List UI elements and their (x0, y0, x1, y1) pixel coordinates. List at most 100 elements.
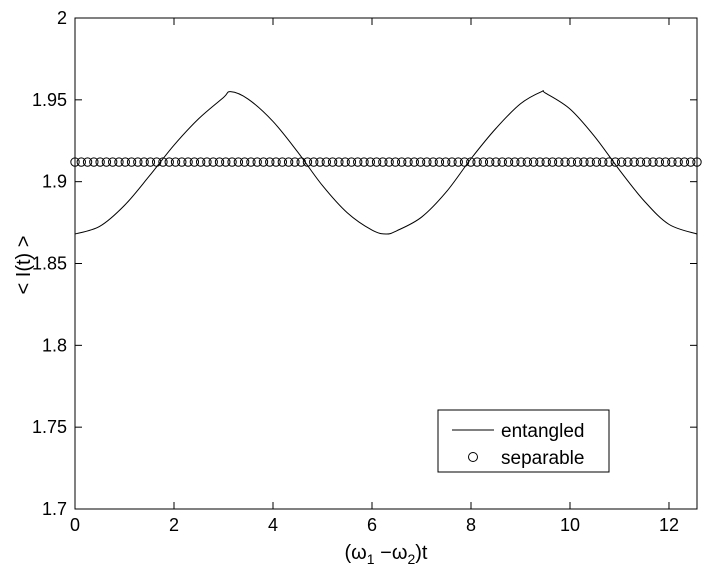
separable-point (572, 157, 583, 167)
separable-point (692, 157, 702, 167)
separable-point (158, 157, 168, 167)
separable-point (598, 157, 608, 167)
x-axis-label: (ω1 −ω2)t (345, 542, 428, 567)
separable-point (547, 157, 558, 167)
separable-point (522, 157, 533, 167)
separable-point (265, 157, 275, 167)
separable-point (560, 157, 570, 167)
separable-point (252, 157, 262, 167)
separable-point (516, 157, 526, 167)
separable-point (133, 157, 143, 167)
separable-point (440, 157, 451, 167)
separable-point (566, 157, 577, 167)
separable-point (327, 157, 338, 167)
separable-point (459, 157, 470, 167)
separable-point (635, 157, 646, 167)
legend-separable-marker (468, 452, 478, 462)
separable-point (214, 157, 225, 167)
separable-point (309, 157, 319, 167)
x-tick-label: 0 (70, 515, 80, 535)
separable-point (629, 157, 639, 167)
legend-box (437, 409, 610, 473)
x-tick-label: 12 (659, 515, 679, 535)
y-tick-label: 1.75 (32, 417, 67, 437)
separable-point (434, 157, 445, 167)
separable-point (384, 157, 394, 167)
separable-point (233, 157, 244, 167)
separable-point (554, 157, 564, 167)
y-tick-label: 1.9 (42, 172, 67, 192)
separable-point (208, 157, 218, 167)
separable-point (177, 157, 187, 167)
y-axis-label: < I(t) > (13, 236, 35, 295)
separable-point (108, 157, 118, 167)
separable-point (390, 157, 401, 167)
separable-point (660, 157, 671, 167)
separable-point (258, 157, 269, 167)
separable-point (334, 157, 344, 167)
separable-point (283, 157, 294, 167)
separable-point (302, 157, 313, 167)
separable-point (170, 157, 181, 167)
series-layer (70, 90, 702, 235)
separable-point (616, 157, 627, 167)
separable-point (642, 157, 652, 167)
separable-point (478, 157, 489, 167)
separable-point (466, 157, 476, 167)
separable-point (371, 157, 382, 167)
x-tick-label: 10 (560, 515, 580, 535)
separable-point (151, 157, 162, 167)
y-tick-label: 1.85 (32, 254, 67, 274)
separable-point (120, 157, 130, 167)
separable-point (202, 157, 212, 167)
separable-point (183, 157, 193, 167)
separable-point (409, 157, 419, 167)
separable-point (428, 157, 438, 167)
separable-point (70, 157, 80, 167)
separable-point (585, 157, 595, 167)
separable-point (239, 157, 250, 167)
legend-entangled-label: entangled (501, 421, 584, 442)
separable-point (453, 157, 463, 167)
x-tick-label: 2 (169, 515, 179, 535)
separable-point (126, 157, 137, 167)
x-tick-label: 8 (466, 515, 476, 535)
separable-point (290, 157, 300, 167)
separable-point (679, 157, 690, 167)
separable-point (535, 157, 545, 167)
separable-point (189, 157, 200, 167)
separable-point (277, 157, 288, 167)
separable-point (503, 157, 514, 167)
legend-separable-label: separable (501, 448, 584, 469)
separable-point (415, 157, 426, 167)
separable-point (397, 157, 407, 167)
separable-point (604, 157, 614, 167)
separable-point (101, 157, 112, 167)
separable-point (76, 157, 86, 167)
separable-point (610, 157, 621, 167)
separable-point (346, 157, 357, 167)
separable-point (95, 157, 105, 167)
separable-point (591, 157, 602, 167)
separable-point (221, 157, 231, 167)
separable-point (510, 157, 520, 167)
separable-point (654, 157, 664, 167)
separable-point (365, 157, 375, 167)
separable-point (667, 157, 677, 167)
separable-point (145, 157, 156, 167)
separable-point (195, 157, 206, 167)
separable-point (484, 157, 495, 167)
y-tick-label: 1.7 (42, 499, 67, 519)
separable-point (271, 157, 281, 167)
separable-point (491, 157, 501, 167)
separable-point (673, 157, 683, 167)
series-entangled-line (74, 90, 698, 235)
separable-point (541, 157, 551, 167)
separable-point (321, 157, 332, 167)
separable-point (139, 157, 149, 167)
separable-point (403, 157, 413, 167)
separable-point (648, 157, 658, 167)
axis-ticks: 0 2 4 6 8 10 12 1.7 1.75 1.8 1.85 1.9 1.95 2 (32, 8, 697, 535)
separable-point (447, 157, 457, 167)
